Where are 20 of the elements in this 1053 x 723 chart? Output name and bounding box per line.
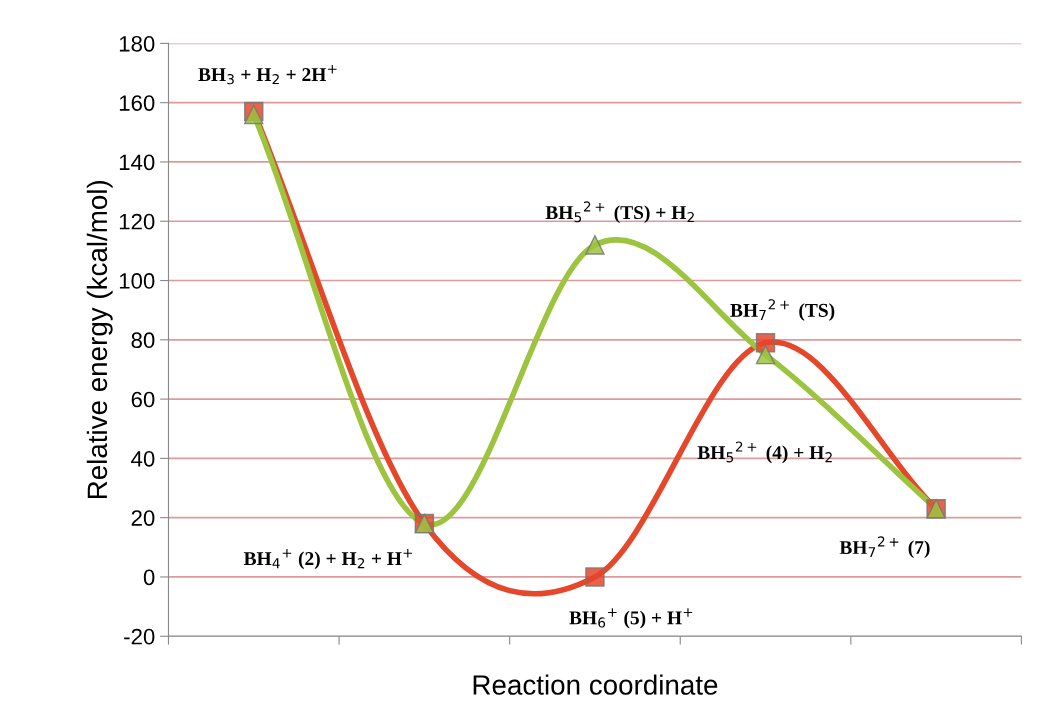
annotation: BH$_{3}$ + H$_{2}$ + 2H$^{+}$ (198, 64, 337, 85)
y-tick-label: 40 (131, 450, 155, 467)
y-tick-label: 100 (119, 273, 155, 289)
annotation: BH$_{7}$$^{2+}$ (7) (839, 536, 930, 559)
y-tick-label: 160 (119, 95, 155, 111)
annotation: BH$_{5}$$^{2+}$ (4) + H$_{2}$ (697, 441, 832, 464)
y-tick-label: 140 (119, 154, 155, 171)
y-tick-label: 120 (119, 213, 155, 230)
y-tick-label: 60 (131, 391, 155, 408)
y-tick-label: 80 (131, 332, 155, 349)
y-tick-label: 0 (143, 569, 155, 586)
y-tick-label: -20 (124, 628, 155, 645)
x-axis-title: Reaction coordinate (473, 674, 718, 695)
annotation: BH$_{5}$$^{2+}$ (TS) + H$_{2}$ (545, 201, 694, 224)
y-tick-label: 180 (119, 35, 155, 52)
y-axis-title: Relative energy (kcal/mol) (86, 180, 113, 499)
y-tick-label: 20 (131, 510, 155, 526)
annotation: BH$_{4}$$^{+}$ (2) + H$_{2}$ + H$^{+}$ (243, 548, 413, 570)
annotation: BH$_{6}$$^{+}$ (5) + H$^{+}$ (569, 608, 693, 629)
annotation: BH$_{7}$$^{2+}$ (TS) (730, 299, 835, 321)
